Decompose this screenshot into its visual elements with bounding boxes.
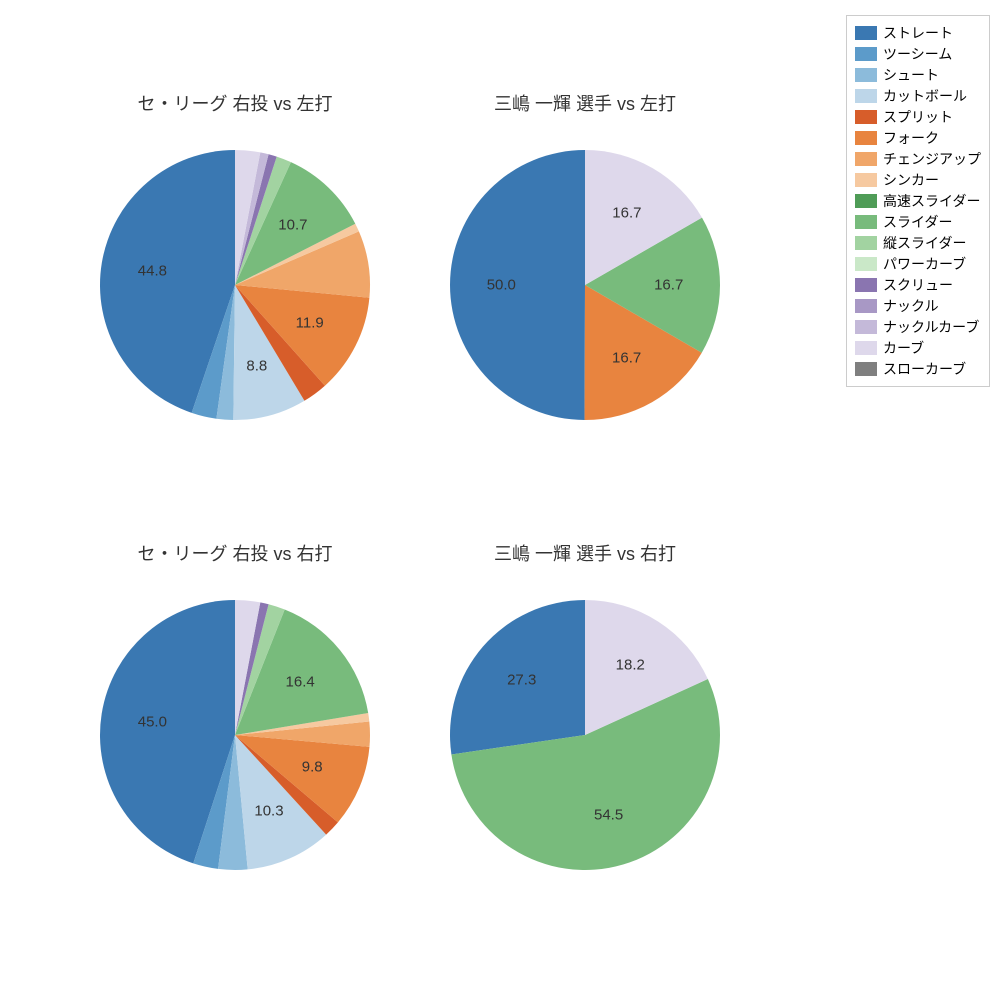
slice-label: 16.7 <box>612 349 641 366</box>
legend-label: 縦スライダー <box>883 233 966 253</box>
legend-item: ナックルカーブ <box>855 317 981 337</box>
legend-swatch <box>855 299 877 313</box>
chart-title: 三嶋 一輝 選手 vs 右打 <box>420 540 750 566</box>
legend-label: スローカーブ <box>883 359 966 379</box>
legend-item: シンカー <box>855 170 981 190</box>
legend-swatch <box>855 152 877 166</box>
pie-chart: 三嶋 一輝 選手 vs 左打 50.0 16.7 16.7 16.7 <box>420 90 750 450</box>
legend-swatch <box>855 173 877 187</box>
chart-title: セ・リーグ 右投 vs 左打 <box>70 90 400 116</box>
legend-item: ナックル <box>855 296 981 316</box>
pie-chart: セ・リーグ 右投 vs 右打 45.0 10.3 9.8 16.4 <box>70 540 400 900</box>
legend-label: ナックルカーブ <box>883 317 979 337</box>
pie-svg <box>90 140 380 430</box>
pie-svg <box>440 140 730 430</box>
legend-label: シュート <box>883 65 939 85</box>
legend-swatch <box>855 110 877 124</box>
legend-label: カットボール <box>883 86 967 106</box>
pie-wrap: 27.3 54.5 18.2 <box>440 590 730 880</box>
legend-item: 高速スライダー <box>855 191 981 211</box>
slice-label: 50.0 <box>487 276 516 293</box>
slice-label: 18.2 <box>616 656 645 673</box>
pie-wrap: 45.0 10.3 9.8 16.4 <box>90 590 380 880</box>
legend-label: パワーカーブ <box>883 254 966 274</box>
slice-label: 44.8 <box>138 263 167 280</box>
chart-title: セ・リーグ 右投 vs 右打 <box>70 540 400 566</box>
legend-swatch <box>855 131 877 145</box>
legend-swatch <box>855 215 877 229</box>
legend-label: シンカー <box>883 170 939 190</box>
legend-label: スプリット <box>883 107 953 127</box>
legend-item: ツーシーム <box>855 44 981 64</box>
slice-label: 54.5 <box>594 807 623 824</box>
legend-item: カーブ <box>855 338 981 358</box>
slice-label: 16.7 <box>612 204 641 221</box>
legend-label: スライダー <box>883 212 952 232</box>
slice-label: 27.3 <box>507 672 536 689</box>
pie-svg <box>90 590 380 880</box>
slice-label: 8.8 <box>246 357 267 374</box>
pie-wrap: 50.0 16.7 16.7 16.7 <box>440 140 730 430</box>
slice-label: 10.3 <box>254 803 283 820</box>
legend-item: 縦スライダー <box>855 233 981 253</box>
legend-item: スローカーブ <box>855 359 981 379</box>
legend-swatch <box>855 278 877 292</box>
legend-swatch <box>855 26 877 40</box>
legend-item: カットボール <box>855 86 981 106</box>
legend-swatch <box>855 68 877 82</box>
legend-swatch <box>855 320 877 334</box>
legend-swatch <box>855 362 877 376</box>
legend-swatch <box>855 47 877 61</box>
legend-label: スクリュー <box>883 275 953 295</box>
legend-label: フォーク <box>883 128 939 148</box>
legend-item: フォーク <box>855 128 981 148</box>
slice-label: 16.7 <box>654 277 683 294</box>
legend-item: スプリット <box>855 107 981 127</box>
legend-swatch <box>855 89 877 103</box>
slice-label: 10.7 <box>278 216 307 233</box>
legend-item: チェンジアップ <box>855 149 981 169</box>
legend-item: ストレート <box>855 23 981 43</box>
legend-label: 高速スライダー <box>883 191 980 211</box>
slice-label: 9.8 <box>302 759 323 776</box>
legend-item: スライダー <box>855 212 981 232</box>
legend-label: ナックル <box>883 296 939 316</box>
legend-swatch <box>855 194 877 208</box>
legend-label: ストレート <box>883 23 953 43</box>
legend-item: シュート <box>855 65 981 85</box>
legend-swatch <box>855 341 877 355</box>
pie-wrap: 44.8 8.8 11.9 10.7 <box>90 140 380 430</box>
legend-label: カーブ <box>883 338 924 358</box>
legend-item: スクリュー <box>855 275 981 295</box>
legend-label: チェンジアップ <box>883 149 981 169</box>
legend-label: ツーシーム <box>883 44 952 64</box>
slice-label: 16.4 <box>286 674 315 691</box>
legend: ストレートツーシームシュートカットボールスプリットフォークチェンジアップシンカー… <box>846 15 990 387</box>
chart-title: 三嶋 一輝 選手 vs 左打 <box>420 90 750 116</box>
pie-chart: 三嶋 一輝 選手 vs 右打 27.3 54.5 18.2 <box>420 540 750 900</box>
legend-item: パワーカーブ <box>855 254 981 274</box>
legend-swatch <box>855 236 877 250</box>
pie-slice <box>450 150 585 420</box>
pie-svg <box>440 590 730 880</box>
legend-swatch <box>855 257 877 271</box>
slice-label: 11.9 <box>296 314 324 331</box>
slice-label: 45.0 <box>138 713 167 730</box>
pie-chart: セ・リーグ 右投 vs 左打 44.8 8.8 11.9 10.7 <box>70 90 400 450</box>
